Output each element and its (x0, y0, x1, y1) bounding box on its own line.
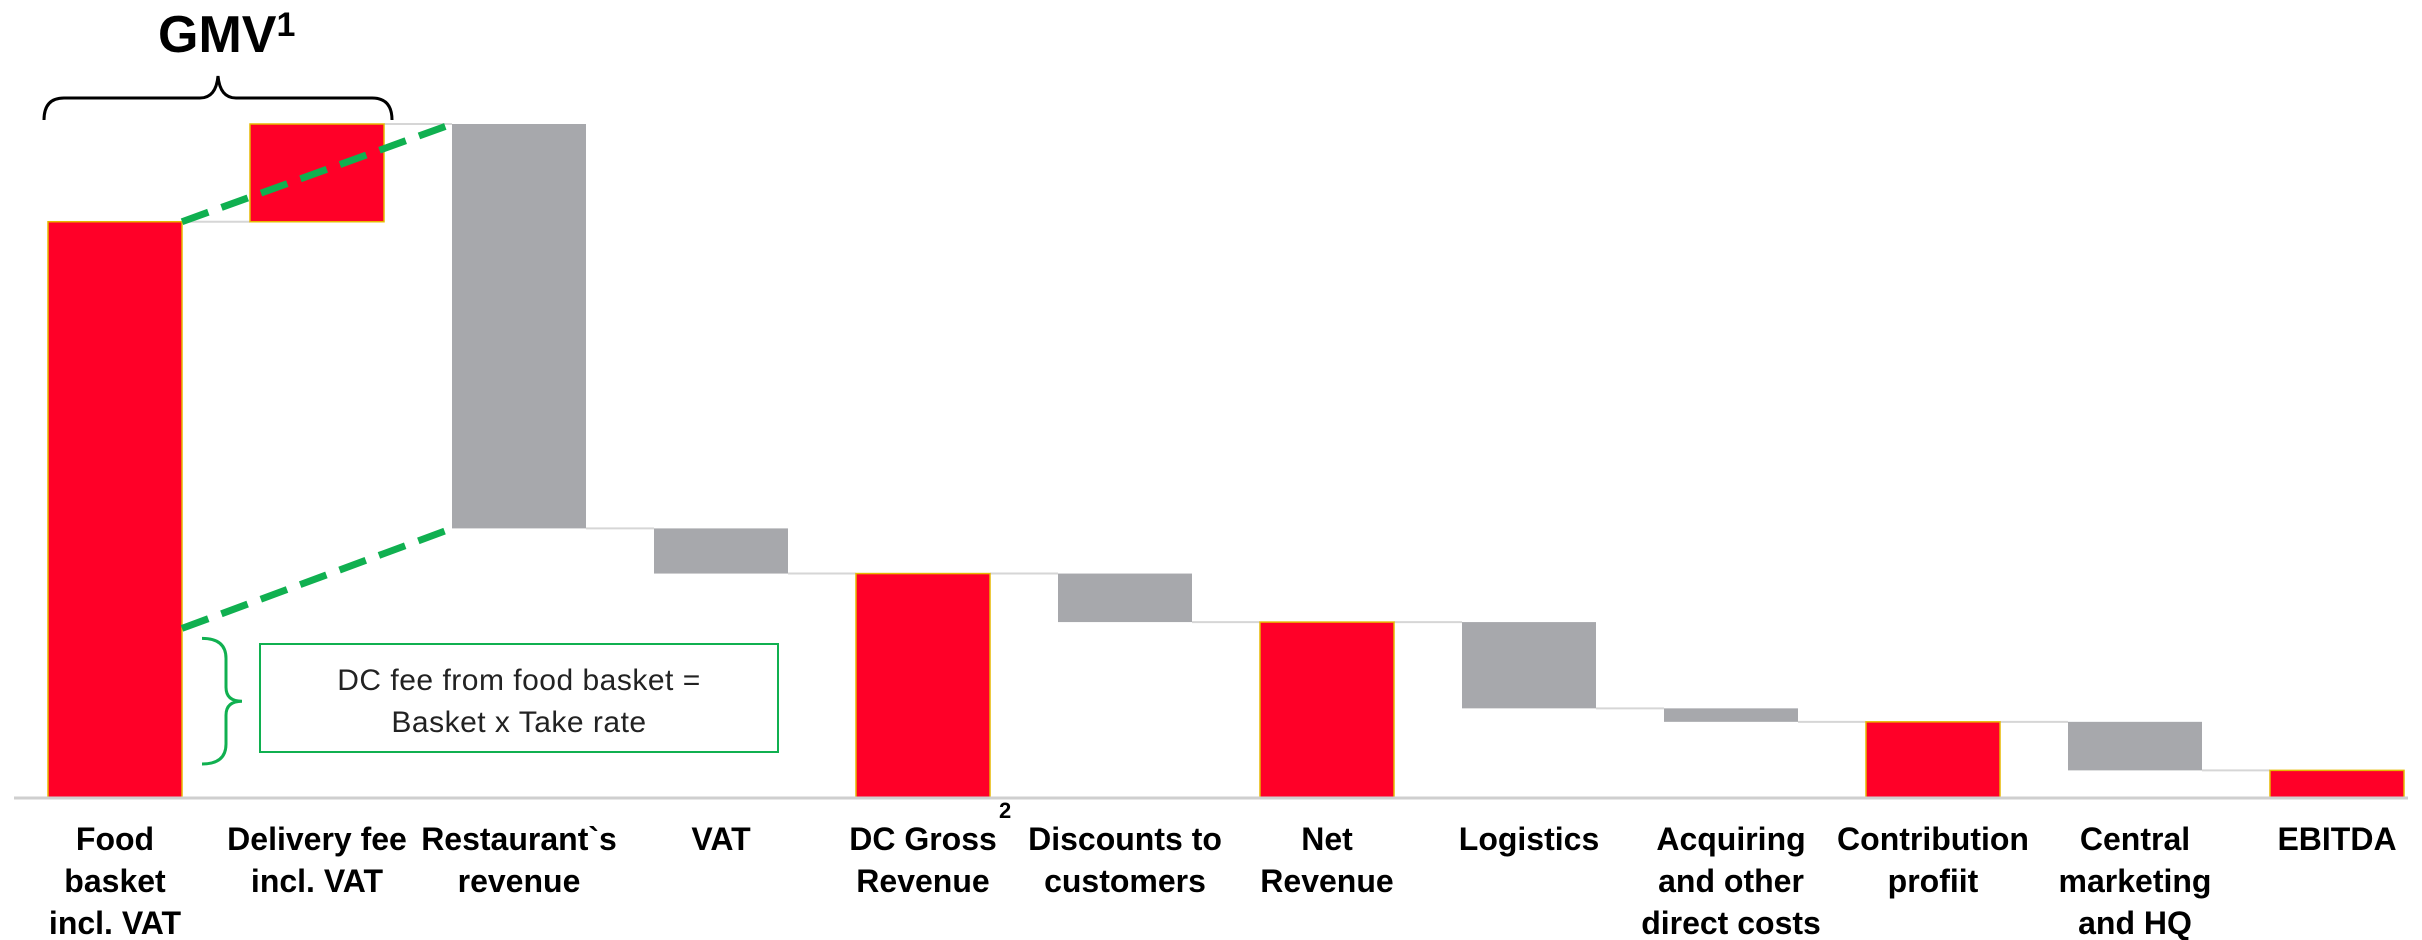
category-label-5: DC Gross Revenue (849, 821, 997, 899)
category-label-3: Restaurant`s revenue (421, 821, 617, 899)
dc-fee-text-line-1: DC fee from food basket = (337, 664, 701, 697)
category-label-4: VAT (691, 821, 751, 857)
bar-9 (1664, 708, 1798, 722)
dc-gross-footnote-marker: 2 (999, 798, 1011, 823)
bar-6 (1058, 573, 1192, 623)
bar-8 (1462, 622, 1596, 709)
category-label-1: Food basket incl. VAT (49, 821, 182, 940)
category-label-8: Logistics (1459, 821, 1599, 857)
category-label-11: Central marketing and HQ (2059, 821, 2212, 940)
bar-10 (1865, 721, 2001, 799)
dc-fee-box (259, 643, 779, 753)
bars (47, 123, 2405, 799)
bar-1 (47, 220, 183, 799)
gmv-dash-lower (180, 525, 454, 632)
category-label-10: Contribution profiit (1837, 821, 2029, 899)
dc-fee-text-line-2: Basket x Take rate (391, 706, 646, 739)
gmv-bracket (42, 75, 394, 121)
gmv-dashed-lines (180, 120, 454, 632)
category-label-12: EBITDA (2277, 821, 2396, 857)
bar-3 (452, 124, 586, 529)
bar-7 (1259, 621, 1395, 799)
category-label-9: Acquiring and other direct costs (1641, 821, 1821, 940)
gmv-dash-upper (180, 120, 454, 226)
bar-11 (2068, 721, 2202, 771)
gmv-title: GMV1 (158, 6, 295, 64)
category-label-7: Net Revenue (1260, 821, 1393, 899)
bar-4 (654, 528, 788, 574)
gmv-footnote-marker: 1 (276, 6, 295, 44)
category-label-6: Discounts to customers (1028, 821, 1222, 899)
connector-lines (182, 123, 2270, 772)
category-label-2: Delivery fee incl. VAT (227, 821, 407, 899)
dc-fee-bracket (201, 636, 243, 766)
category-labels: Food basket incl. VAT Delivery fee incl. VAT… (49, 821, 2397, 940)
bar-12 (2269, 769, 2405, 799)
bar-5 (855, 572, 991, 799)
